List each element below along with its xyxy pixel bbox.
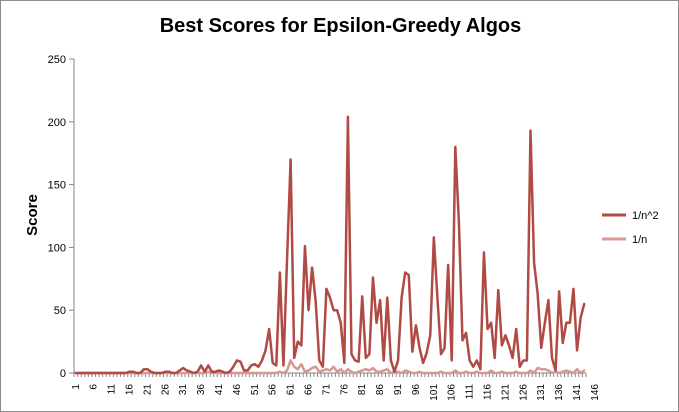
x-tick-label: 81	[357, 384, 368, 396]
y-tick-label: 250	[48, 54, 66, 66]
x-tick-label: 51	[250, 384, 261, 396]
x-tick-label: 26	[160, 384, 171, 396]
x-tick-label: 131	[536, 384, 547, 401]
series-lines	[74, 115, 586, 375]
y-axis: 0 50 100 150 200 250	[48, 54, 75, 380]
x-tick-label: 46	[232, 384, 243, 396]
x-tick-label: 141	[572, 384, 583, 401]
series-line-1	[74, 115, 586, 375]
x-tick-label: 136	[554, 384, 565, 401]
y-tick-label: 100	[48, 242, 66, 254]
x-tick-label: 91	[393, 384, 404, 396]
y-tick-label: 0	[60, 368, 66, 380]
x-tick-label: 96	[411, 384, 422, 396]
x-tick-label: 111	[465, 384, 476, 400]
x-tick-label: 66	[304, 384, 315, 396]
x-tick-label: 61	[286, 384, 297, 396]
chart-title: Best Scores for Epsilon-Greedy Algos	[159, 15, 522, 37]
x-tick-label: 76	[339, 384, 350, 396]
x-tick-label: 126	[518, 384, 529, 401]
x-tick-label: 31	[178, 384, 189, 396]
x-tick-label: 56	[268, 384, 279, 396]
y-tick-label: 200	[48, 117, 66, 129]
y-axis-label: Score	[24, 194, 41, 236]
x-tick-label: 11	[107, 384, 118, 395]
legend-label-2: 1/n	[632, 234, 647, 246]
x-tick-label: 116	[483, 384, 494, 400]
x-tick-label: 16	[124, 384, 135, 396]
x-tick-label: 1	[71, 384, 82, 390]
y-tick-label: 50	[54, 305, 66, 317]
legend-label-1: 1/n^2	[632, 210, 659, 222]
x-tick-label: 86	[375, 384, 386, 396]
x-tick-label: 41	[214, 384, 225, 396]
x-tick-label: 101	[429, 384, 440, 401]
x-tick-label: 146	[590, 384, 601, 401]
x-tick-label: 106	[447, 384, 458, 401]
y-tick-label: 150	[48, 180, 66, 192]
x-tick-label: 21	[142, 384, 153, 396]
x-tick-label: 121	[500, 384, 511, 401]
legend: 1/n^2 1/n	[602, 210, 659, 246]
x-tick-label: 71	[321, 384, 332, 396]
x-tick-label: 6	[89, 384, 100, 390]
x-tick-label: 36	[196, 384, 207, 396]
x-axis: 1 6 11 16 21 26 31 36 41 46 51 56 61 66 71 76 81 86 91 96 10…	[71, 372, 601, 401]
